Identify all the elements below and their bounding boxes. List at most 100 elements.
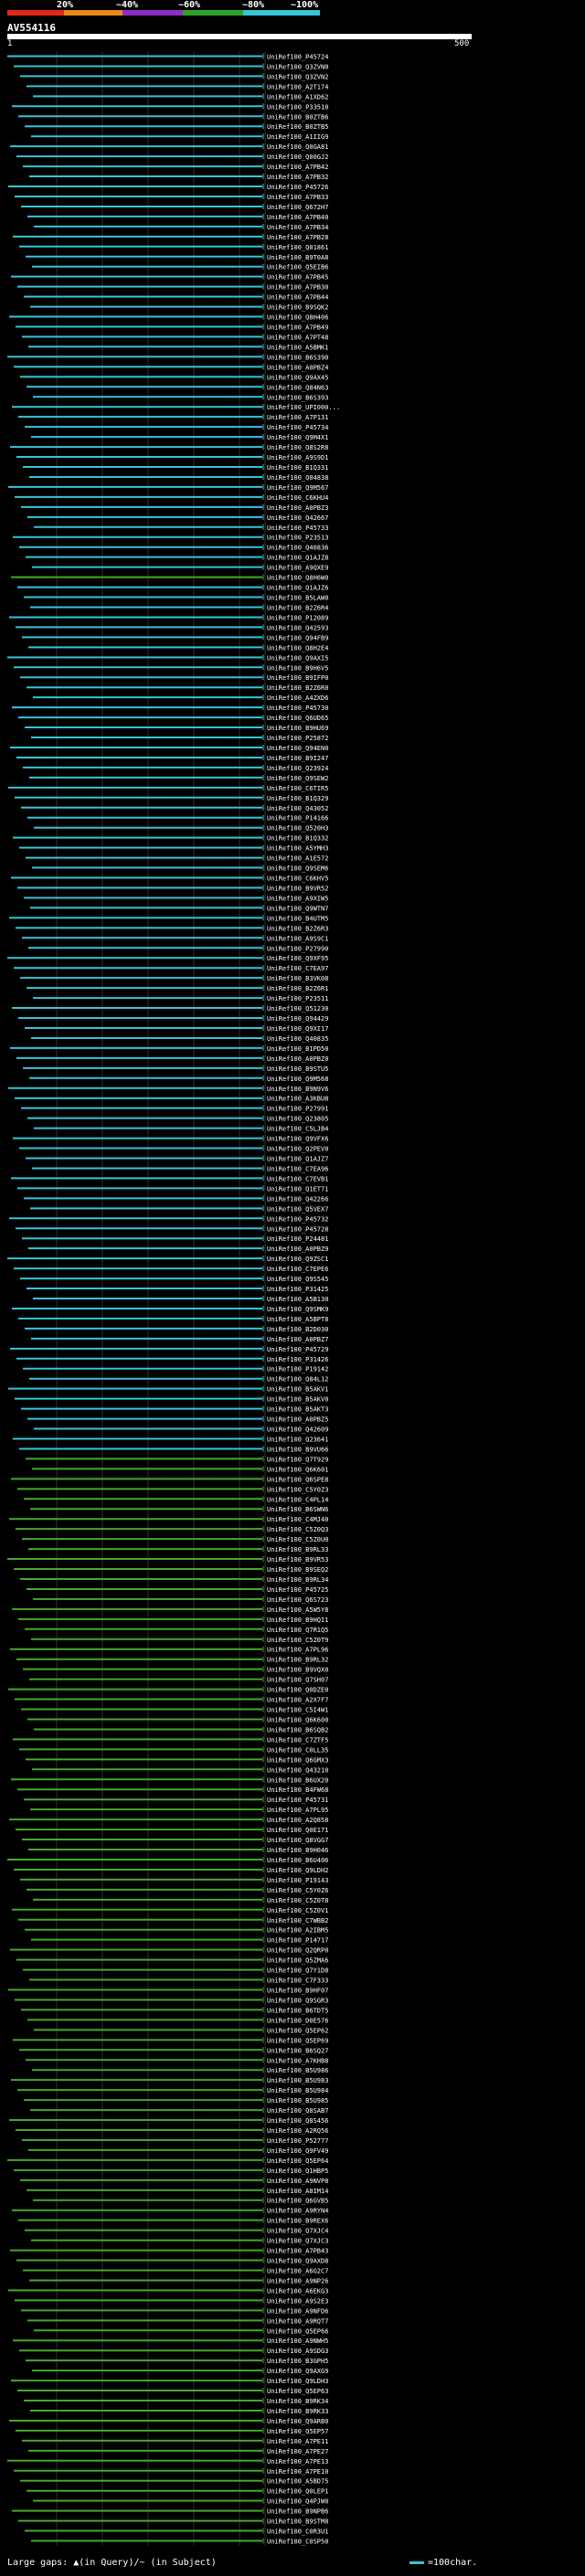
hit-label[interactable]: UniRef100_A7PE10: [267, 2468, 328, 2475]
hit-label[interactable]: UniRef100_Q51230: [267, 1005, 328, 1012]
hit-label[interactable]: UniRef100_A7PE11: [267, 2438, 328, 2445]
hit-label[interactable]: UniRef100_C7EA97: [267, 965, 328, 972]
hit-label[interactable]: UniRef100_Q5EP57: [267, 2428, 328, 2435]
hit-label[interactable]: UniRef100_Q5EP62: [267, 2027, 328, 2034]
hit-label[interactable]: UniRef100_P45726: [267, 184, 328, 191]
hit-label[interactable]: UniRef100_Q0LEP1: [267, 2488, 328, 2496]
hit-label[interactable]: UniRef100_Q23805: [267, 1116, 328, 1123]
hit-label[interactable]: UniRef100_B6U406: [267, 1857, 328, 1864]
hit-label[interactable]: UniRef100_C4MJ40: [267, 1516, 328, 1523]
hit-label[interactable]: UniRef100_A0PBZ5: [267, 1416, 328, 1424]
hit-label[interactable]: UniRef100_A1XD62: [267, 93, 328, 101]
hit-label[interactable]: UniRef100_Q9SEM6: [267, 865, 328, 873]
hit-label[interactable]: UniRef100_Q1AJZ7: [267, 1156, 328, 1163]
hit-label[interactable]: UniRef100_C5Z0T8: [267, 1897, 328, 1904]
hit-label[interactable]: UniRef100_A3KBU8: [267, 1096, 328, 1103]
hit-label[interactable]: UniRef100_C5Z0U0: [267, 1536, 328, 1543]
hit-label[interactable]: UniRef100_A9XIW5: [267, 895, 328, 902]
hit-label[interactable]: UniRef100_A7PB44: [267, 294, 328, 302]
hit-label[interactable]: UniRef100_UPI000...: [267, 404, 340, 411]
hit-label[interactable]: UniRef100_B5AKT3: [267, 1406, 328, 1414]
hit-label[interactable]: UniRef100_Q00GJ2: [267, 154, 328, 161]
hit-label[interactable]: UniRef100_B9N9V6: [267, 1086, 328, 1093]
hit-label[interactable]: UniRef100_Q0DZE0: [267, 1687, 328, 1694]
hit-label[interactable]: UniRef100_B9H046: [267, 1847, 328, 1854]
hit-label[interactable]: UniRef100_Q8H2E4: [267, 644, 328, 652]
hit-label[interactable]: UniRef100_Q9AXI5: [267, 654, 328, 662]
hit-label[interactable]: UniRef100_P45730: [267, 705, 328, 712]
hit-label[interactable]: UniRef100_Q9ARB0: [267, 2418, 328, 2425]
hit-label[interactable]: UniRef100_B9HU69: [267, 725, 328, 732]
hit-label[interactable]: UniRef100_A7PE27: [267, 2448, 328, 2455]
hit-label[interactable]: UniRef100_B9RK34: [267, 2398, 328, 2405]
hit-label[interactable]: UniRef100_Q1ET71: [267, 1185, 328, 1193]
hit-label[interactable]: UniRef100_Q9AXD8: [267, 2258, 328, 2265]
hit-label[interactable]: UniRef100_B9T0A8: [267, 254, 328, 261]
hit-label[interactable]: UniRef100_A7PT48: [267, 334, 328, 341]
hit-label[interactable]: UniRef100_A7PB32: [267, 174, 328, 181]
hit-label[interactable]: UniRef100_Q9M568: [267, 1076, 328, 1083]
hit-label[interactable]: UniRef100_C6TIR5: [267, 785, 328, 792]
hit-label[interactable]: UniRef100_Q42266: [267, 1195, 328, 1203]
hit-label[interactable]: UniRef100_P45733: [267, 525, 328, 532]
hit-label[interactable]: UniRef100_B9H6V5: [267, 664, 328, 672]
hit-label[interactable]: UniRef100_C7F333: [267, 1977, 328, 1985]
hit-label[interactable]: UniRef100_B6SWN6: [267, 1506, 328, 1513]
hit-label[interactable]: UniRef100_P45724: [267, 53, 328, 60]
hit-label[interactable]: UniRef100_Q42609: [267, 1426, 328, 1434]
hit-label[interactable]: UniRef100_P23511: [267, 995, 328, 1002]
hit-label[interactable]: UniRef100_B1Q331: [267, 464, 328, 472]
hit-label[interactable]: UniRef100_C5Z0Q3: [267, 1526, 328, 1533]
hit-label[interactable]: UniRef100_B5U986: [267, 2067, 328, 2074]
hit-label[interactable]: UniRef100_P45725: [267, 1586, 328, 1594]
hit-label[interactable]: UniRef100_B6UX20: [267, 1776, 328, 1784]
hit-label[interactable]: UniRef100_B6S390: [267, 354, 328, 361]
hit-label[interactable]: UniRef100_Q94FB9: [267, 634, 328, 641]
hit-label[interactable]: UniRef100_Q4PJW0: [267, 2498, 328, 2506]
hit-label[interactable]: UniRef100_A7PL95: [267, 1807, 328, 1814]
hit-label[interactable]: UniRef100_A9NWH5: [267, 2337, 328, 2345]
hit-label[interactable]: UniRef100_C7EVB1: [267, 1175, 328, 1182]
hit-label[interactable]: UniRef100_B5LAW0: [267, 595, 328, 602]
hit-label[interactable]: UniRef100_B9RL33: [267, 1546, 328, 1553]
hit-label[interactable]: UniRef100_B9HQI1: [267, 1617, 328, 1624]
hit-label[interactable]: UniRef100_A7KHB8: [267, 2057, 328, 2064]
hit-label[interactable]: UniRef100_Q9FV49: [267, 2147, 328, 2155]
hit-label[interactable]: UniRef100_Q9SEW2: [267, 775, 328, 782]
hit-label[interactable]: UniRef100_Q7T929: [267, 1456, 328, 1463]
hit-label[interactable]: UniRef100_C5LJB4: [267, 1126, 328, 1133]
hit-label[interactable]: UniRef100_B5U983: [267, 2077, 328, 2084]
hit-label[interactable]: UniRef100_C5Y0Z3: [267, 1486, 328, 1493]
hit-label[interactable]: UniRef100_Q0E171: [267, 1827, 328, 1834]
hit-label[interactable]: UniRef100_B9VQX0: [267, 1667, 328, 1674]
hit-label[interactable]: UniRef100_B9I247: [267, 755, 328, 762]
hit-label[interactable]: UniRef100_P31425: [267, 1286, 328, 1293]
hit-label[interactable]: UniRef100_A7PB34: [267, 224, 328, 231]
hit-label[interactable]: UniRef100_A7PB30: [267, 284, 328, 292]
hit-label[interactable]: UniRef100_Q7SH07: [267, 1677, 328, 1684]
hit-label[interactable]: UniRef100_C5Z0V1: [267, 1907, 328, 1914]
hit-label[interactable]: UniRef100_Q8H6W0: [267, 575, 328, 582]
hit-label[interactable]: UniRef100_Q9ZSC1: [267, 1256, 328, 1263]
hit-label[interactable]: UniRef100_D0E576: [267, 2017, 328, 2024]
hit-label[interactable]: UniRef100_Q6K600: [267, 1716, 328, 1723]
hit-label[interactable]: UniRef100_A0PBZ3: [267, 504, 328, 512]
hit-label[interactable]: UniRef100_Q01861: [267, 244, 328, 251]
hit-label[interactable]: UniRef100_A2Q858: [267, 1817, 328, 1824]
hit-label[interactable]: UniRef100_Q5EP63: [267, 2388, 328, 2395]
hit-label[interactable]: UniRef100_B0ZTB5: [267, 123, 328, 131]
hit-label[interactable]: UniRef100_Q5EP64: [267, 2157, 328, 2165]
hit-label[interactable]: UniRef100_Q94429: [267, 1015, 328, 1023]
hit-label[interactable]: UniRef100_B9SQK2: [267, 304, 328, 312]
hit-label[interactable]: UniRef100_B9VR53: [267, 1556, 328, 1564]
hit-label[interactable]: UniRef100_B2Z6R3: [267, 925, 328, 932]
hit-label[interactable]: UniRef100_Q04838: [267, 474, 328, 482]
hit-label[interactable]: UniRef100_Q9XI17: [267, 1025, 328, 1033]
hit-label[interactable]: UniRef100_P27991: [267, 1106, 328, 1113]
hit-label[interactable]: UniRef100_Q2PEV0: [267, 1146, 328, 1153]
hit-label[interactable]: UniRef100_Q9WTN7: [267, 905, 328, 912]
hit-label[interactable]: UniRef100_B2Z6R1: [267, 985, 328, 992]
hit-label[interactable]: UniRef100_A5B130: [267, 1296, 328, 1303]
hit-label[interactable]: UniRef100_Q42593: [267, 624, 328, 631]
hit-label[interactable]: UniRef100_P24481: [267, 1235, 328, 1243]
